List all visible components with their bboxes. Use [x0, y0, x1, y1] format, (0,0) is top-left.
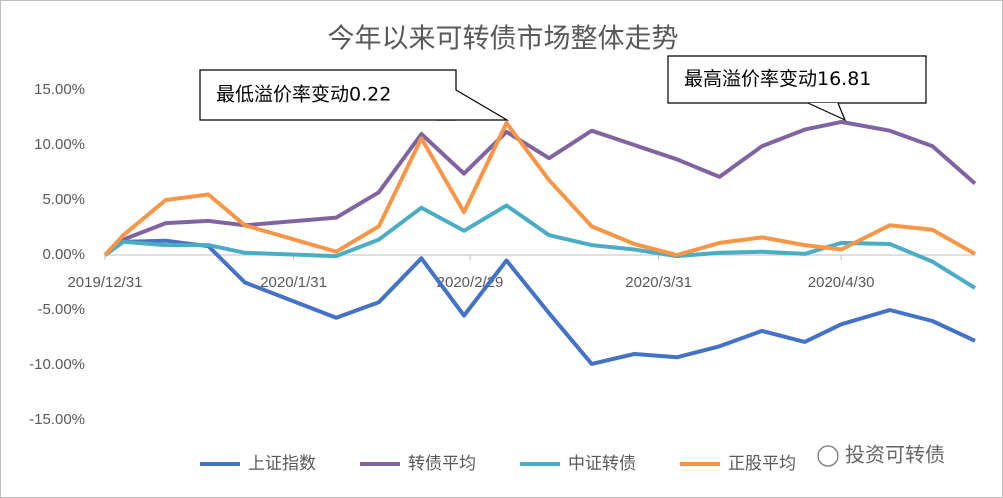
callout-pointer [807, 102, 847, 122]
chart-title: 今年以来可转债市场整体走势 [328, 24, 679, 55]
y-tick-label: 15.00% [34, 81, 85, 98]
y-tick-label: 0.00% [42, 246, 85, 263]
series-line [103, 119, 977, 257]
annotation: 最高溢价率变动16.81 [684, 68, 871, 90]
legend-label: 正股平均 [728, 454, 796, 474]
watermark-icon [817, 445, 839, 467]
y-tick-label: 5.00% [42, 191, 85, 208]
y-tick-label: -10.00% [29, 356, 85, 373]
y-tick-label: 10.00% [34, 136, 85, 153]
series-line [103, 121, 976, 257]
y-tick-label: -5.00% [37, 301, 85, 318]
legend-label: 中证转债 [568, 454, 636, 474]
y-tick-label: -15.00% [29, 411, 85, 428]
callout-box [667, 55, 927, 104]
legend-label: 上证指数 [248, 454, 316, 474]
x-tick-label: 2019/12/31 [67, 274, 142, 291]
watermark: 投资可转债 [845, 443, 945, 467]
annotation: 最低溢价率变动0.22 [216, 84, 391, 106]
x-tick-label: 2020/4/30 [808, 274, 875, 291]
series-line [103, 238, 976, 366]
legend-label: 转债平均 [408, 454, 476, 474]
x-tick-label: 2020/1/31 [260, 274, 327, 291]
x-tick-label: 2020/3/31 [625, 274, 692, 291]
callout-pointer [436, 89, 510, 121]
